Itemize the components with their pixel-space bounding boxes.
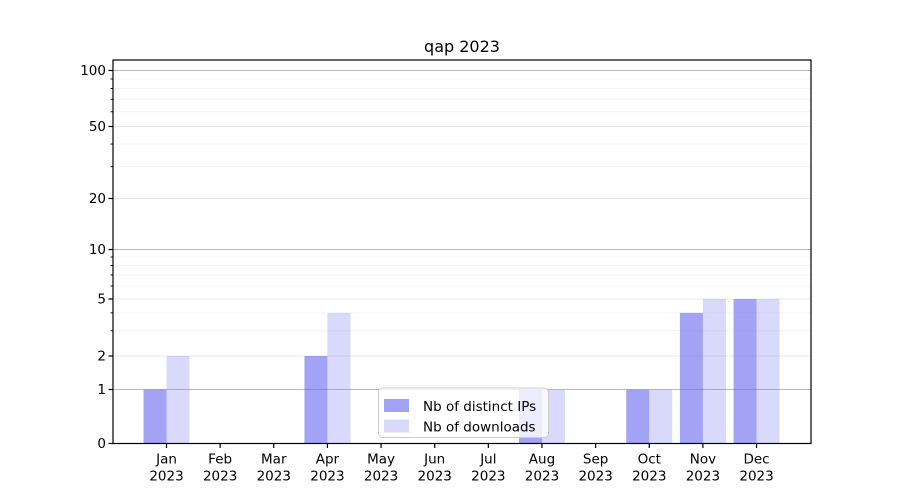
xtick-label-year: 2023: [149, 469, 183, 485]
xtick-label-month: Dec: [743, 452, 769, 468]
xtick-label-year: 2023: [203, 469, 237, 485]
chart-title: qap 2023: [424, 37, 500, 56]
bars: [143, 299, 780, 444]
bar-distinct-ips-jan: [143, 389, 167, 444]
ytick-label: 0: [97, 436, 106, 452]
ytick-label: 2: [97, 349, 106, 365]
bar-downloads-jan: [166, 356, 190, 444]
xtick-label-year: 2023: [310, 469, 344, 485]
xtick-label-month: May: [367, 452, 395, 468]
bar-distinct-ips-oct: [626, 389, 650, 444]
bar-downloads-nov: [702, 299, 726, 444]
bar-downloads-apr: [327, 312, 351, 444]
ytick-label: 1: [97, 382, 106, 398]
bar-distinct-ips-dec: [733, 299, 757, 444]
xtick-label-month: Aug: [529, 452, 555, 468]
xtick-label-year: 2023: [364, 469, 398, 485]
ytick-label: 20: [89, 191, 106, 207]
ytick-label: 50: [89, 119, 106, 135]
axis-ticks: [108, 69, 758, 448]
legend-label-distinct-ips: Nb of distinct IPs: [423, 399, 536, 415]
xtick-label-year: 2023: [686, 469, 720, 485]
bar-distinct-ips-apr: [304, 356, 328, 444]
legend-swatch-distinct-ips-icon: [384, 399, 409, 412]
xtick-label-year: 2023: [578, 469, 612, 485]
xtick-label-year: 2023: [739, 469, 773, 485]
xtick-label-month: Sep: [583, 452, 608, 468]
legend: Nb of distinct IPs Nb of downloads: [378, 387, 549, 438]
xtick-label-month: Feb: [208, 452, 232, 468]
xtick-label-month: Jan: [155, 452, 177, 468]
xtick-label-year: 2023: [418, 469, 452, 485]
xtick-label-year: 2023: [632, 469, 666, 485]
legend-label-downloads: Nb of downloads: [423, 420, 536, 436]
xtick-label-month: Mar: [261, 452, 287, 468]
bar-distinct-ips-nov: [679, 312, 703, 444]
ytick-label: 10: [89, 242, 106, 258]
xtick-label-month: Oct: [638, 452, 661, 468]
xtick-label-month: Jun: [423, 452, 445, 468]
xtick-label-month: Nov: [690, 452, 716, 468]
xtick-label-month: Apr: [316, 452, 340, 468]
axis-labels: 0125102050100Jan2023Feb2023Mar2023Apr202…: [80, 63, 774, 485]
xtick-label-year: 2023: [257, 469, 291, 485]
xtick-label-month: Jul: [479, 452, 496, 468]
bar-downloads-dec: [756, 299, 780, 444]
ytick-label: 5: [97, 292, 106, 308]
legend-box: [378, 387, 549, 438]
xtick-label-year: 2023: [525, 469, 559, 485]
plot-frame: [112, 59, 812, 445]
ytick-label: 100: [80, 63, 106, 79]
xtick-label-year: 2023: [471, 469, 505, 485]
bar-downloads-oct: [649, 389, 673, 444]
legend-swatch-downloads-icon: [384, 419, 409, 433]
